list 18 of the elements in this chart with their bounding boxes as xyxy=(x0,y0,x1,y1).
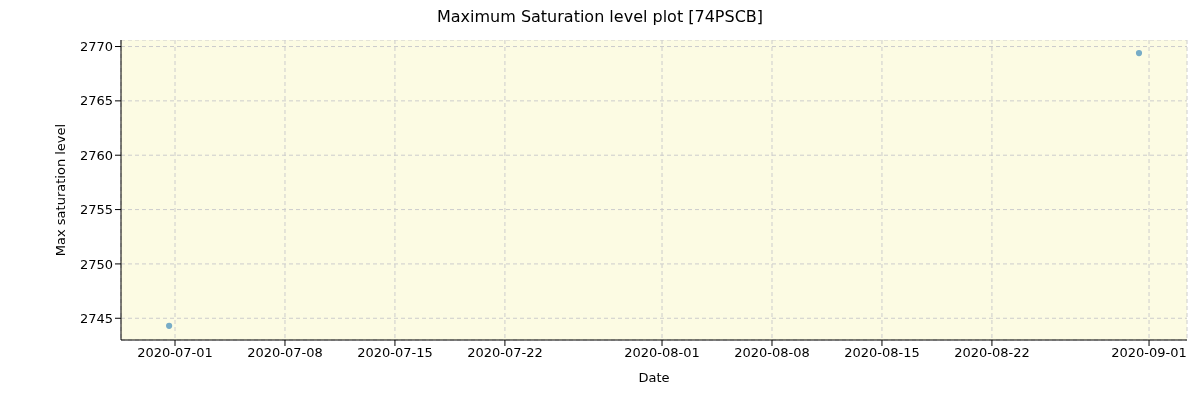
chart-title: Maximum Saturation level plot [74PSCB] xyxy=(435,7,765,28)
x-tick-label: 2020-08-01 xyxy=(624,345,700,361)
x-tick-label: 2020-08-15 xyxy=(844,345,920,361)
x-tick-label: 2020-09-01 xyxy=(1111,345,1187,361)
y-tick-label: 2750 xyxy=(79,256,113,272)
x-tick-label: 2020-08-22 xyxy=(954,345,1030,361)
x-tick-label: 2020-07-15 xyxy=(357,345,433,361)
y-tick-label: 2755 xyxy=(79,202,113,218)
x-tick-label: 2020-07-08 xyxy=(247,345,323,361)
y-tick-label: 2765 xyxy=(79,93,113,109)
y-tick-label: 2760 xyxy=(79,147,113,163)
x-tick-label: 2020-07-01 xyxy=(137,345,213,361)
x-tick-label: 2020-08-08 xyxy=(734,345,810,361)
y-tick-label: 2745 xyxy=(79,310,113,326)
x-axis-title: Date xyxy=(638,370,670,385)
x-tick-label: 2020-07-22 xyxy=(467,345,543,361)
y-axis-title: Max saturation level xyxy=(52,123,68,257)
y-tick-label: 2770 xyxy=(79,39,113,55)
